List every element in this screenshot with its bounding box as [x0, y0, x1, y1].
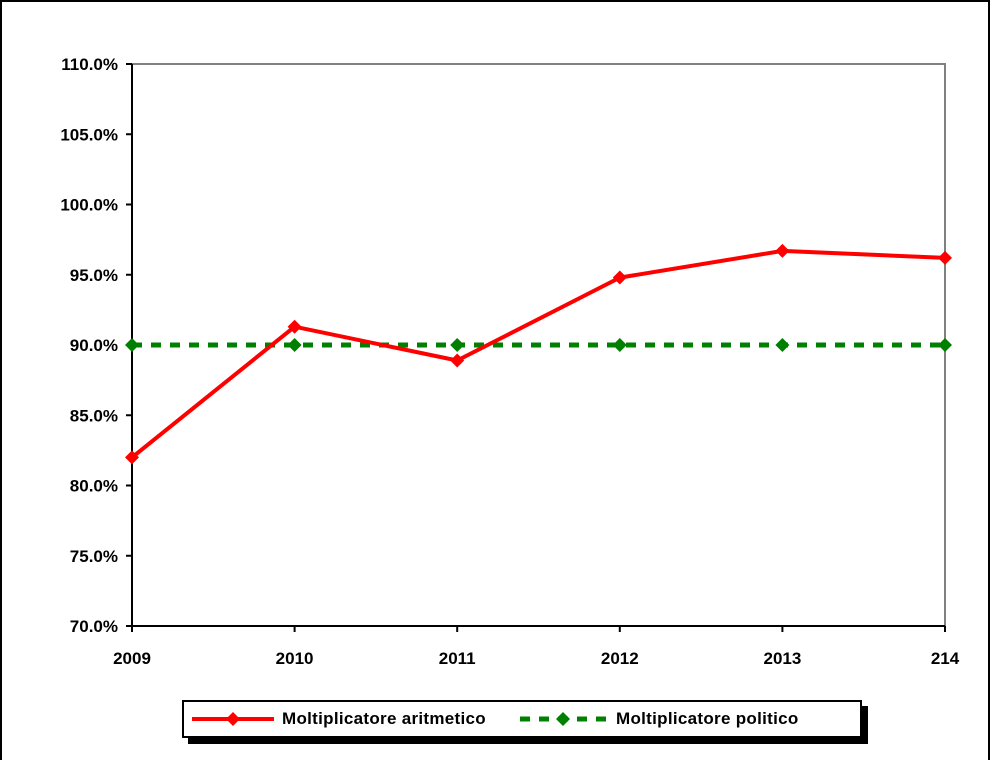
legend-label-politico: Moltiplicatore politico — [616, 709, 799, 728]
y-tick-label: 70.0% — [70, 617, 118, 636]
y-tick-label: 105.0% — [60, 125, 118, 144]
y-tick-label: 95.0% — [70, 266, 118, 285]
data-point-politico — [450, 338, 465, 352]
x-tick-label: 2013 — [763, 649, 801, 668]
data-point-politico — [938, 338, 952, 352]
data-point-aritmetico — [612, 270, 627, 285]
data-point-aritmetico — [938, 250, 952, 265]
x-tick-label: 2012 — [601, 649, 639, 668]
x-tick-label: 214 — [931, 649, 960, 668]
line-chart: 70.0% 75.0% 80.0% 85.0% 90.0% 95.0% 100.0% 105.… — [60, 55, 960, 668]
legend-marker-politico — [556, 712, 570, 726]
x-tick-label: 2010 — [276, 649, 314, 668]
legend-swatch-aritmetico — [192, 712, 274, 726]
legend-item-aritmetico: Moltiplicatore aritmetico — [190, 702, 486, 736]
legend: Moltiplicatore aritmetico Moltiplicatore… — [182, 700, 862, 738]
y-tick-label: 90.0% — [70, 336, 118, 355]
y-tick-label: 85.0% — [70, 406, 118, 425]
data-point-aritmetico — [125, 450, 139, 465]
series-layer — [125, 243, 952, 465]
data-point-aritmetico — [450, 353, 465, 368]
series-line-aritmetico — [130, 248, 946, 459]
legend-label-aritmetico: Moltiplicatore aritmetico — [282, 709, 486, 728]
legend-marker-aritmetico — [226, 712, 240, 726]
x-tick-label: 2009 — [113, 649, 151, 668]
data-point-politico — [775, 338, 790, 352]
data-point-politico — [287, 338, 302, 352]
y-tick-label: 100.0% — [60, 196, 118, 215]
data-point-aritmetico — [775, 243, 790, 258]
data-point-aritmetico — [287, 319, 302, 334]
data-point-politico — [125, 338, 139, 352]
data-point-politico — [612, 338, 627, 352]
y-tick-label: 75.0% — [70, 547, 118, 566]
x-axis: 2009 2010 2011 2012 2013 214 — [113, 625, 960, 668]
legend-item-politico: Moltiplicatore politico — [518, 702, 799, 736]
legend-swatch-politico — [520, 712, 606, 726]
y-axis: 70.0% 75.0% 80.0% 85.0% 90.0% 95.0% 100.0% 105.… — [60, 55, 133, 636]
x-tick-label: 2011 — [439, 649, 476, 668]
y-tick-label: 110.0% — [61, 55, 118, 74]
y-tick-label: 80.0% — [70, 477, 118, 496]
